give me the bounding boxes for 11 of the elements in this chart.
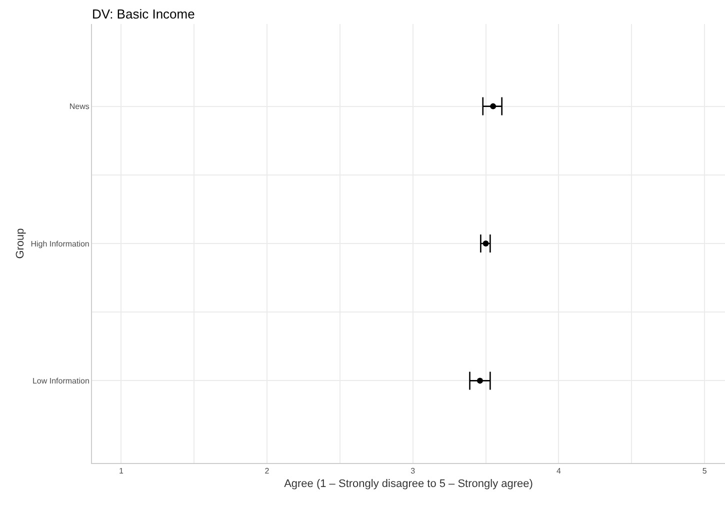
x-tick-label: 1	[118, 466, 124, 476]
y-axis-title: Group	[14, 228, 26, 259]
x-tick-label: 5	[702, 466, 708, 476]
y-tick-label: Low Information	[32, 376, 90, 386]
y-tick-label: News	[69, 102, 90, 112]
y-tick-label: High Information	[30, 239, 90, 248]
chart-title: DV: Basic Income	[92, 6, 195, 22]
x-tick-label: 4	[556, 466, 562, 476]
x-tick-label: 3	[410, 466, 416, 476]
x-axis-title: Agree (1 – Strongly disagree to 5 – Strongly agree)	[284, 478, 533, 490]
x-tick-label: 2	[264, 466, 270, 476]
